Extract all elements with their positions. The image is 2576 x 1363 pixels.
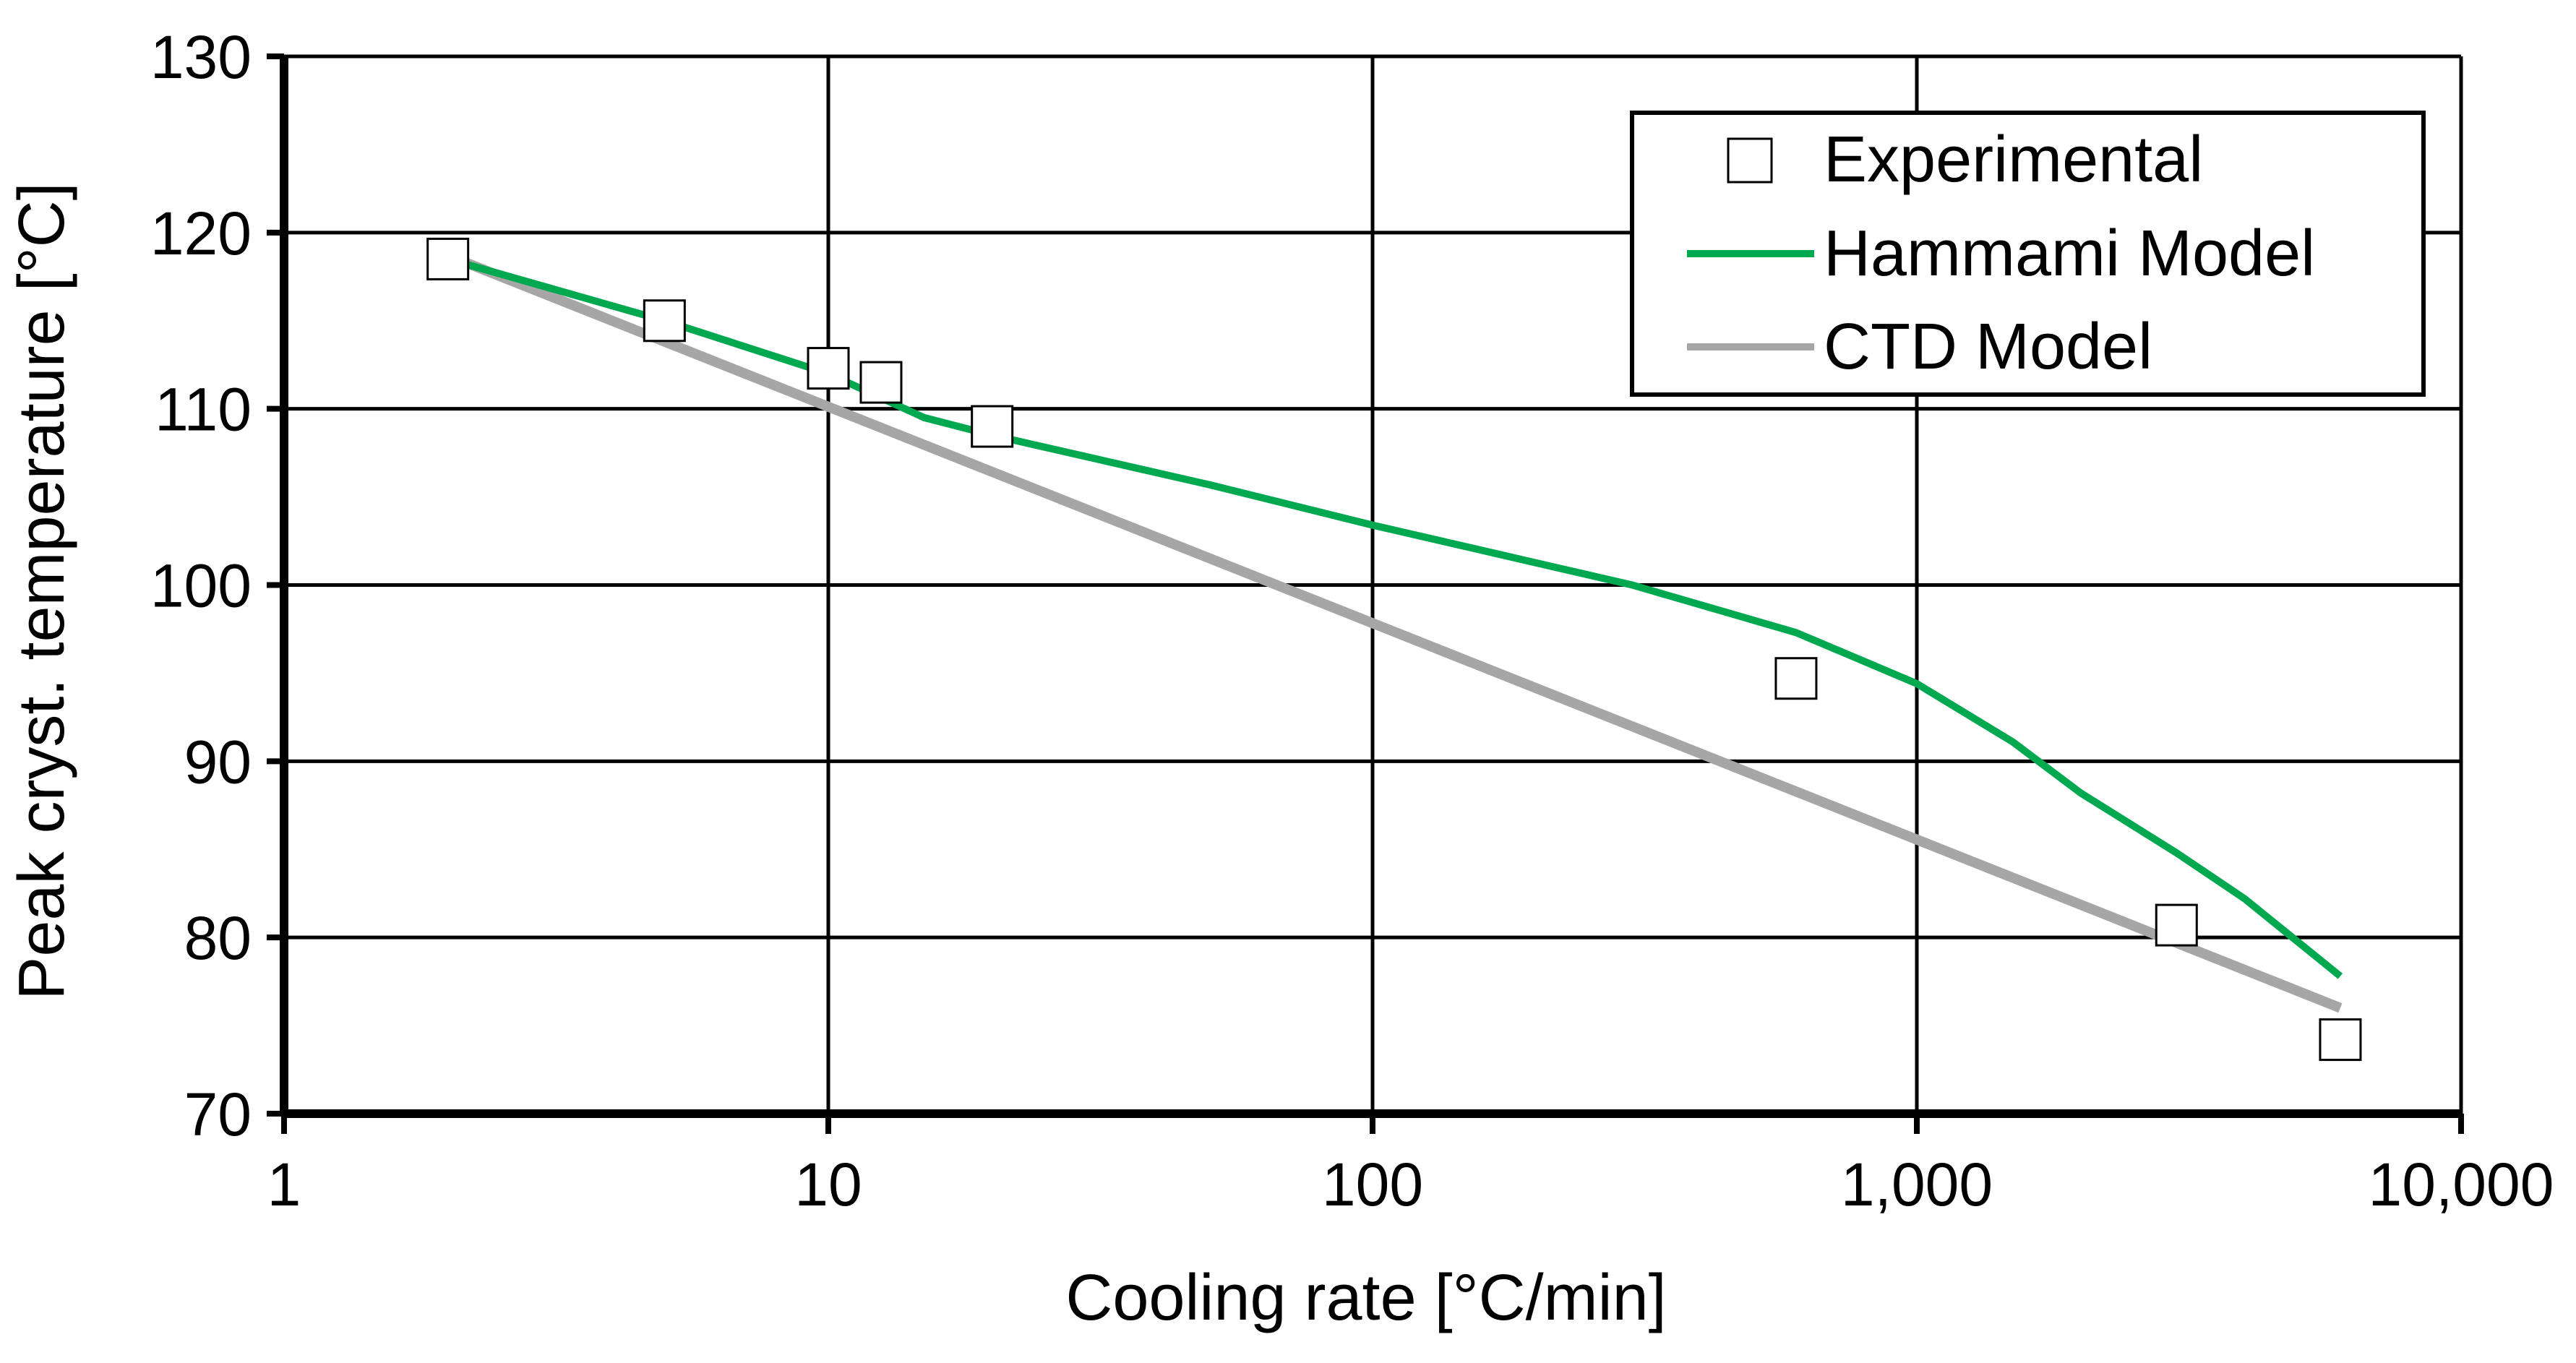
y-tick-label: 120: [150, 199, 252, 267]
y-tick-label: 70: [184, 1080, 252, 1148]
y-tick-label: 90: [184, 728, 252, 796]
x-tick-label: 1,000: [1841, 1151, 1993, 1218]
data-point-experimental: [1774, 657, 1818, 700]
y-tick-label: 80: [184, 904, 252, 972]
legend-marker-experimental: [1727, 137, 1773, 184]
data-point-experimental: [2155, 903, 2198, 947]
y-tick-label: 110: [155, 376, 252, 444]
x-tick-label: 100: [1322, 1151, 1423, 1218]
series-layer: [426, 237, 2362, 1062]
data-point-experimental: [807, 347, 850, 390]
legend-label-ctd: CTD Model: [1824, 311, 2152, 383]
y-axis-title: Peak cryst. temperature [°C]: [6, 182, 78, 999]
x-tick-label: 1: [267, 1151, 301, 1218]
x-axis-title: Cooling rate [°C/min]: [1065, 1262, 1666, 1334]
y-tick-label: 100: [150, 552, 252, 620]
data-point-experimental: [971, 405, 1014, 448]
legend-label-hammami: Hammami Model: [1824, 218, 2315, 290]
data-point-experimental: [859, 361, 903, 404]
axes: [267, 53, 2464, 1134]
data-point-experimental: [426, 237, 470, 280]
x-tick-label: 10,000: [2369, 1151, 2554, 1218]
series-line-ctd-model: [446, 250, 2343, 1013]
legend: Experimental Hammami Model CTD Model: [1630, 111, 2426, 397]
data-point-experimental: [643, 299, 686, 343]
data-point-experimental: [2319, 1018, 2362, 1062]
y-tick-label: 130: [150, 23, 252, 91]
legend-label-experimental: Experimental: [1824, 124, 2203, 196]
x-tick-label: 10: [794, 1151, 862, 1218]
series-experimental: [426, 237, 2362, 1062]
